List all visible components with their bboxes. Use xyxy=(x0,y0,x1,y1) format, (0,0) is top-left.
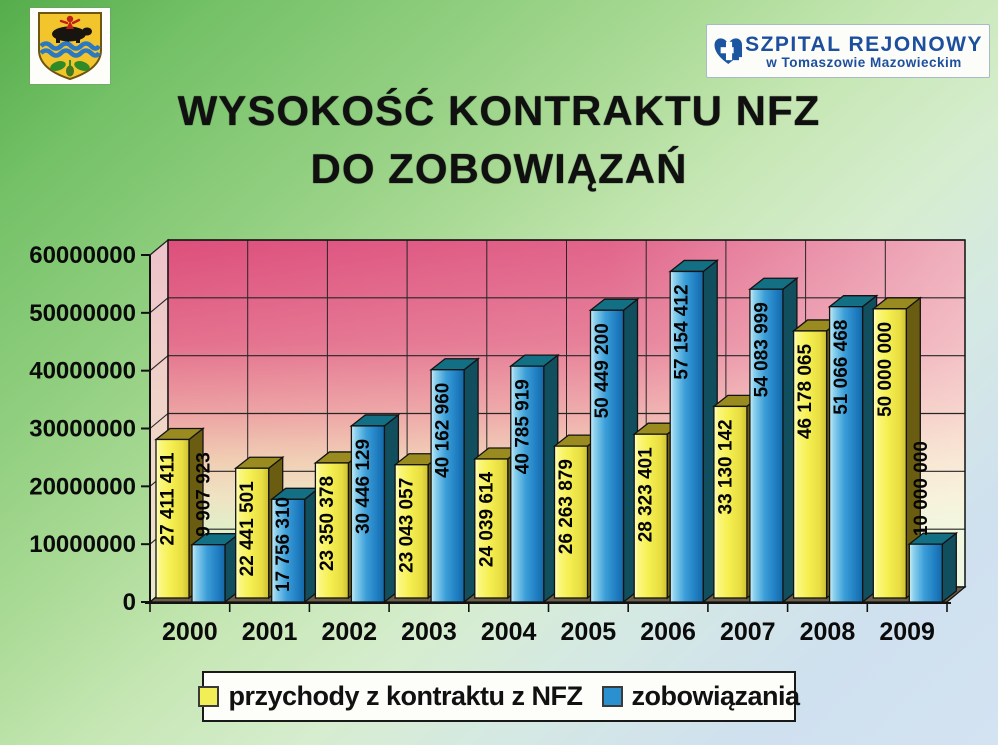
x-tick-label: 2005 xyxy=(561,618,617,646)
bar-value-label: 22 441 501 xyxy=(237,481,258,577)
y-tick-label: 30000000 xyxy=(29,416,136,443)
bar xyxy=(749,288,784,603)
x-tick-label: 2004 xyxy=(481,618,537,646)
x-tick-label: 2007 xyxy=(720,618,776,646)
bar-value-label: 54 083 999 xyxy=(751,302,772,397)
coat-of-arms xyxy=(30,8,110,84)
x-tick-label: 2000 xyxy=(162,618,218,646)
title-line-1: WYSOKOŚĆ KONTRAKTU NFZ xyxy=(177,87,821,134)
bar xyxy=(633,433,668,599)
bar-value-label: 46 178 065 xyxy=(795,344,816,440)
legend-label-zobowiazania: zobowiązania xyxy=(631,681,801,711)
bar xyxy=(828,306,864,603)
y-tick-label: 0 xyxy=(123,589,136,616)
bar-value-label: 40 162 960 xyxy=(433,383,454,478)
title-line-2: DO ZOBOWIĄZAŃ xyxy=(310,144,688,192)
bar xyxy=(872,308,907,599)
y-tick-label: 60000000 xyxy=(29,242,136,269)
bar-value-label: 30 446 129 xyxy=(353,439,374,534)
hospital-name: SZPITAL REJONOWY xyxy=(745,32,983,56)
bar-value-label: 26 263 879 xyxy=(556,459,577,554)
bar xyxy=(191,544,226,603)
bar-value-label: 33 130 142 xyxy=(715,419,736,514)
heart-cross-icon xyxy=(714,38,743,64)
bar-chart: 0 10000000 20000000 30000000 40000000 5000000… xyxy=(29,238,967,646)
bar xyxy=(271,498,306,603)
x-tick-label: 2006 xyxy=(640,618,696,646)
y-tick-label: 40000000 xyxy=(29,358,136,385)
bar-value-label: 57 154 412 xyxy=(672,284,693,379)
y-tick-label: 10000000 xyxy=(29,531,136,558)
bar-value-label: 9 907 923 xyxy=(194,452,215,537)
bar xyxy=(430,369,465,603)
bar xyxy=(908,543,943,603)
legend-label-przychody: przychody z kontraktu z NFZ xyxy=(228,681,583,711)
bar xyxy=(394,464,429,599)
y-tick-label: 50000000 xyxy=(29,300,136,327)
x-tick-label: 2009 xyxy=(879,618,935,646)
hospital-subtitle: w Tomaszowie Mazowieckim xyxy=(766,54,962,70)
x-tick-label: 2002 xyxy=(321,618,377,646)
bar xyxy=(235,467,270,599)
x-tick-label: 2001 xyxy=(242,618,298,646)
bar-value-label: 28 323 401 xyxy=(636,447,657,543)
bar xyxy=(792,330,828,599)
bar xyxy=(510,365,545,603)
coat-of-arms-icon xyxy=(38,12,102,81)
bar-value-label: 40 785 919 xyxy=(512,379,533,474)
bar-value-label: 27 411 411 xyxy=(158,452,179,545)
bar xyxy=(350,425,386,603)
y-tick-label: 20000000 xyxy=(29,473,136,500)
bar-value-label: 23 350 378 xyxy=(317,476,338,571)
x-tick-label: 2008 xyxy=(800,618,856,646)
legend: przychody z kontraktu z NFZ zobowiązania xyxy=(198,671,800,722)
bar-value-label: 10 000 000 xyxy=(911,441,932,536)
bar xyxy=(474,458,509,599)
bar-value-label: 24 039 614 xyxy=(476,472,497,568)
legend-swatch-blue xyxy=(601,686,623,707)
bar xyxy=(589,309,625,603)
bar-value-label: 50 449 200 xyxy=(592,323,613,418)
bar-value-label: 51 066 468 xyxy=(831,320,852,415)
bar xyxy=(155,438,190,599)
bar xyxy=(314,462,350,599)
x-tick-label: 2003 xyxy=(401,618,457,646)
bar xyxy=(553,445,589,599)
hospital-logo: SZPITAL REJONOWY w Tomaszowie Mazowiecki… xyxy=(706,24,990,78)
bar-value-label: 17 756 310 xyxy=(273,497,294,592)
bar xyxy=(669,270,704,603)
bar-value-label: 50 000 000 xyxy=(875,322,896,417)
bar-value-label: 23 043 057 xyxy=(397,478,418,573)
bar xyxy=(713,405,748,599)
page-title: WYSOKOŚĆ KONTRAKTU NFZ DO ZOBOWIĄZAŃ xyxy=(0,82,998,198)
legend-swatch-yellow xyxy=(198,686,220,707)
